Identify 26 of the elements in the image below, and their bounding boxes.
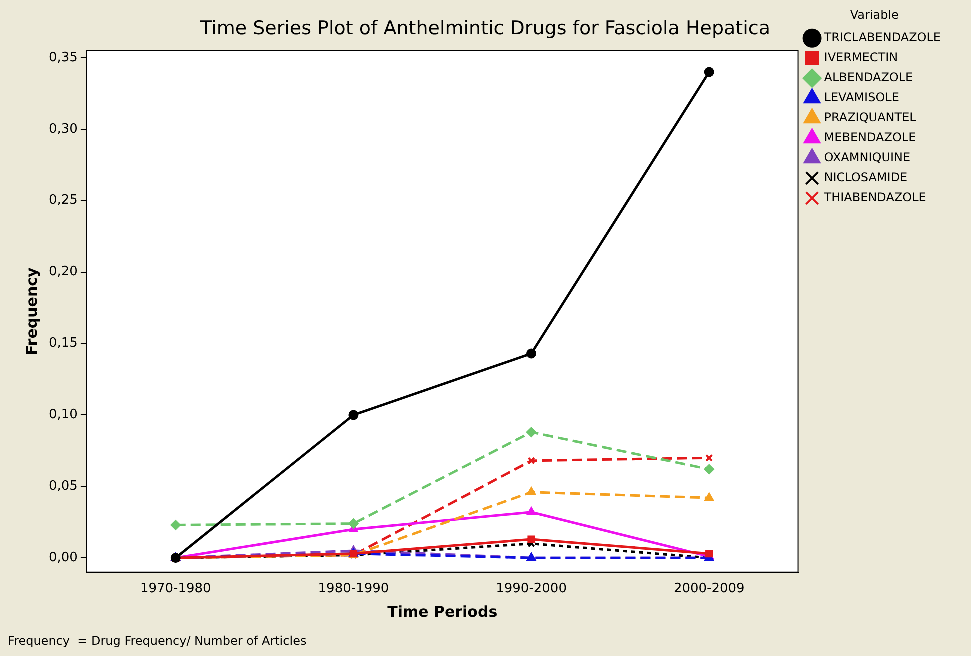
y-tick-label: 0,25: [48, 193, 78, 208]
x-tick-label: 2000-2009: [674, 582, 745, 597]
x-tick-label: 1990-2000: [496, 582, 567, 597]
y-axis-title: Frequency: [22, 267, 41, 356]
legend-label: ALBENDAZOLE: [824, 70, 914, 85]
legend-label: TRICLABENDAZOLE: [823, 30, 941, 45]
legend-label: OXAMNIQUINE: [824, 150, 911, 165]
legend-label: MEBENDAZOLE: [824, 130, 916, 145]
y-tick-label: 0,20: [48, 264, 78, 280]
legend-label: THIABENDAZOLE: [823, 190, 926, 205]
legend-label: IVERMECTIN: [824, 50, 898, 65]
y-tick-label: 0,10: [48, 408, 78, 423]
x-tick-label: 1970-1980: [140, 582, 212, 597]
y-tick-label: 0,35: [48, 50, 78, 66]
text: Frequency = Drug Frequency/ Number of Articles: [8, 634, 307, 648]
legend-title: Variable: [850, 8, 899, 22]
chart-title: Time Series Plot of Anthelmintic Drugs for Fasciola Hepatica: [200, 17, 770, 40]
legend-label: NICLOSAMIDE: [824, 170, 908, 185]
y-tick-label: 0,05: [48, 479, 78, 494]
y-tick-label: 0,15: [48, 336, 78, 352]
legend-label: LEVAMISOLE: [824, 90, 900, 105]
y-tick-label: 0,30: [48, 122, 78, 137]
x-tick-label: 1980-1990: [318, 582, 390, 597]
legend-label: PRAZIQUANTEL: [824, 110, 917, 125]
x-axis-title: Time Periods: [388, 602, 498, 621]
y-tick-label: 0,00: [48, 550, 78, 566]
